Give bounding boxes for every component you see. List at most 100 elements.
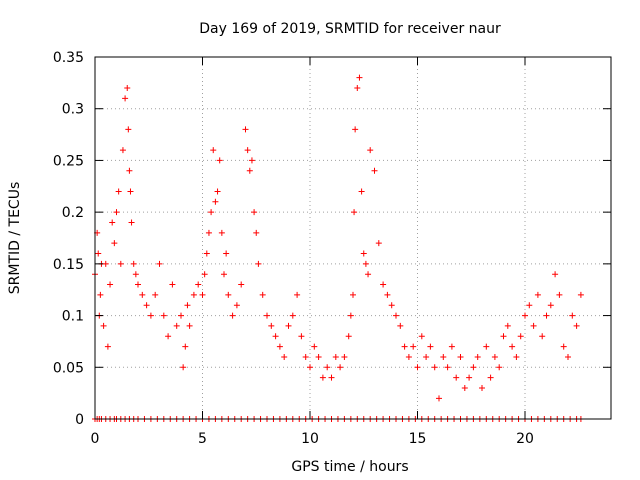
data-point [244,147,251,154]
data-point [285,322,292,329]
y-tick-label: 0.15 [53,257,84,273]
data-point [178,312,184,319]
data-point [440,353,447,360]
data-point [569,312,576,319]
data-point [255,260,262,267]
data-point [347,312,354,319]
data-point [332,353,339,360]
data-point [117,260,124,267]
data-point [281,353,288,360]
data-point [552,271,559,278]
y-tick-label: 0.05 [53,360,84,376]
y-tick-labels: 0 0.05 0.1 0.15 0.2 0.25 0.3 0.35 [53,50,84,428]
data-point [124,85,131,92]
data-point [405,353,412,360]
x-axis-label: GPS time / hours [291,459,408,475]
data-point [294,291,301,298]
plot-frame [94,56,612,420]
data-point [418,333,425,340]
data-point [354,85,361,92]
data-point [109,219,116,226]
data-point [397,322,404,329]
data-point [565,353,571,360]
data-point [276,343,283,350]
y-tick-label: 0.3 [62,102,84,118]
data-point [470,364,477,371]
x-tick-label: 20 [516,431,534,447]
data-point [479,384,485,391]
data-point [384,291,391,298]
data-point [375,240,382,247]
data-point [253,229,260,236]
data-point [184,302,191,309]
y-tick-label: 0.1 [62,309,84,325]
data-point [126,167,133,174]
data-point [100,322,107,329]
data-point [517,333,524,340]
data-point [367,147,374,154]
data-point [401,343,408,350]
x-tick-label: 15 [409,431,427,447]
data-point [259,291,266,298]
data-point [208,209,215,216]
data-point [115,188,122,195]
data-point [212,198,219,205]
data-point [190,291,197,298]
data-point [448,343,455,350]
data-point [500,333,507,340]
data-point [214,188,221,195]
data-point [436,395,442,402]
data-point [229,312,236,319]
data-point [345,333,352,340]
data-point [350,291,356,298]
data-point [95,250,102,257]
data-point [195,281,202,288]
data-point [577,291,584,298]
data-point [97,291,104,298]
data-point [225,291,232,298]
data-point [358,188,365,195]
data-point [431,364,438,371]
data-point [152,291,159,298]
data-point [573,322,580,329]
data-point [165,333,172,340]
data-point [156,260,163,267]
data-point [135,281,141,288]
x-tick-labels: 0 5 10 15 20 [91,431,534,447]
data-point [233,302,240,309]
data-point [509,343,516,350]
data-point [107,281,114,288]
data-point [534,291,541,298]
data-point [201,271,208,278]
chart-title: Day 169 of 2019, SRMTID for receiver nau… [199,21,501,37]
data-point [182,343,189,350]
data-point [113,209,120,216]
data-point [173,322,180,329]
data-point [268,322,275,329]
data-point [360,250,367,257]
y-axis-label: SRMTID / TECUs [7,182,23,295]
data-point [341,353,348,360]
x-tick-label: 5 [198,431,207,447]
data-point [513,353,520,360]
data-point [356,74,363,81]
data-point [218,229,225,236]
data-point [246,167,253,174]
data-point [128,219,135,226]
data-point [351,209,358,216]
data-point [119,147,126,154]
data-point [466,374,473,381]
data-point [543,312,550,319]
data-point [238,281,245,288]
data-point [315,353,322,360]
data-point [125,126,132,133]
data-point [530,322,537,329]
data-point [352,126,359,133]
data-point [474,353,481,360]
data-point [393,312,399,319]
data-point [248,157,255,164]
data-point [242,126,249,133]
data-point [199,291,206,298]
data-point [251,209,258,216]
data-point [504,322,511,329]
